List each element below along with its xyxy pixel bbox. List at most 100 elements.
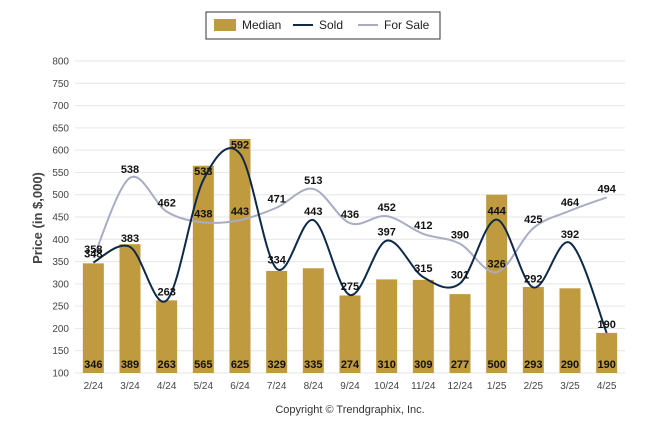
x-tick-label: 9/24 (340, 381, 360, 392)
for-sale-value-label: 358 (84, 244, 102, 256)
y-tick-label: 700 (52, 101, 69, 112)
median-bar (596, 332, 618, 373)
for-sale-value-label: 494 (597, 183, 616, 195)
median-bar (229, 139, 251, 373)
gridlines (75, 60, 625, 374)
legend-label-median: Median (242, 18, 281, 32)
for-sale-value-label: 538 (121, 164, 139, 176)
median-value-label: 309 (414, 359, 432, 371)
series-lines (92, 147, 608, 334)
median-bar (559, 288, 581, 373)
median-value-label: 565 (194, 359, 212, 371)
y-tick-label: 300 (52, 279, 69, 290)
median-value-label: 190 (597, 359, 615, 371)
y-tick-label: 200 (52, 324, 69, 335)
x-tick-label: 10/24 (374, 381, 399, 392)
y-tick-label: 100 (52, 369, 69, 380)
data-labels: 346 389 263 565 625 329 335 274 310 309 277 500 293 2… (84, 140, 617, 371)
y-tick-label: 350 (52, 257, 69, 268)
sold-value-label: 263 (157, 286, 175, 298)
for-sale-value-label: 412 (414, 220, 432, 232)
x-tick-label: 8/24 (304, 381, 324, 392)
sold-value-label: 392 (561, 229, 579, 241)
median-bar (339, 295, 361, 373)
sold-value-label: 348 (84, 248, 102, 260)
legend-label-sold: Sold (319, 18, 343, 32)
for-sale-value-label: 390 (451, 230, 469, 242)
legend-swatch-median (214, 19, 236, 31)
sold-value-label: 315 (414, 263, 432, 275)
y-tick-label: 800 (52, 57, 69, 68)
for-sale-value-label: 443 (231, 206, 249, 218)
sold-value-label: 190 (597, 319, 615, 331)
for-sale-value-label: 436 (341, 209, 359, 221)
median-bar (266, 270, 288, 373)
sold-value-label: 397 (377, 227, 395, 239)
y-axis-title: Price (in $,000) (30, 172, 45, 264)
x-tick-label: 7/24 (267, 381, 287, 392)
median-bar (302, 268, 324, 373)
sold-value-label: 275 (341, 281, 359, 293)
sold-line (92, 147, 608, 334)
for-sale-value-label: 464 (561, 197, 580, 209)
y-tick-label: 150 (52, 346, 69, 357)
sold-value-label: 533 (194, 166, 212, 178)
median-value-label: 274 (341, 359, 360, 371)
median-bar (119, 244, 141, 373)
median-bar (412, 279, 434, 373)
x-tick-label: 11/24 (411, 381, 436, 392)
copyright-text: Copyright © Trendgraphix, Inc. (275, 404, 424, 416)
sold-value-label: 292 (524, 273, 542, 285)
median-bars (82, 139, 618, 373)
for-sale-value-label: 326 (487, 258, 505, 270)
median-bar (156, 300, 178, 373)
sold-value-label: 443 (304, 206, 322, 218)
median-value-label: 290 (561, 359, 579, 371)
x-tick-label: 2/25 (524, 381, 544, 392)
legend: Median Sold For Sale (205, 11, 441, 40)
median-bar (522, 286, 544, 373)
sold-value-label: 301 (451, 269, 469, 281)
y-axis-ticks: 100 150 200 250 300 350 400 450 500 550 600 650 700 7… (52, 57, 69, 380)
median-value-label: 625 (231, 359, 249, 371)
x-axis-ticks: 2/24 3/24 4/24 5/24 6/24 7/24 8/24 9/24 10/24 11/… (84, 381, 617, 392)
median-value-label: 346 (84, 359, 102, 371)
y-tick-label: 450 (52, 213, 69, 224)
y-tick-label: 650 (52, 123, 69, 134)
sold-value-label: 334 (267, 255, 286, 267)
x-tick-label: 4/25 (597, 381, 617, 392)
for-sale-value-label: 462 (157, 198, 175, 210)
for-sale-value-label: 513 (304, 175, 322, 187)
for-sale-value-label: 452 (377, 202, 395, 214)
legend-label-for-sale: For Sale (384, 18, 430, 32)
for-sale-line (92, 175, 608, 274)
median-value-label: 335 (304, 359, 322, 371)
x-tick-label: 3/24 (120, 381, 140, 392)
median-value-label: 389 (121, 359, 139, 371)
median-bar (486, 194, 508, 373)
y-tick-label: 250 (52, 302, 69, 313)
median-value-label: 277 (451, 359, 469, 371)
x-tick-label: 5/24 (194, 381, 214, 392)
for-sale-value-label: 438 (194, 208, 212, 220)
x-tick-label: 6/24 (230, 381, 250, 392)
y-tick-label: 400 (52, 235, 69, 246)
y-tick-label: 600 (52, 146, 69, 157)
x-tick-label: 12/24 (447, 381, 472, 392)
x-tick-label: 4/24 (157, 381, 177, 392)
y-tick-label: 750 (52, 79, 69, 90)
sold-value-label: 383 (121, 233, 139, 245)
x-tick-label: 3/25 (560, 381, 580, 392)
median-value-label: 500 (487, 359, 505, 371)
median-bar (192, 165, 214, 373)
sold-value-label: 592 (231, 140, 249, 152)
for-sale-value-label: 471 (267, 194, 285, 206)
median-bar (449, 294, 471, 373)
for-sale-value-label: 425 (524, 214, 542, 226)
sold-value-label: 444 (487, 206, 506, 218)
median-bar (82, 263, 104, 373)
x-tick-label: 2/24 (84, 381, 104, 392)
legend-box (205, 11, 441, 40)
x-tick-label: 1/25 (487, 381, 507, 392)
